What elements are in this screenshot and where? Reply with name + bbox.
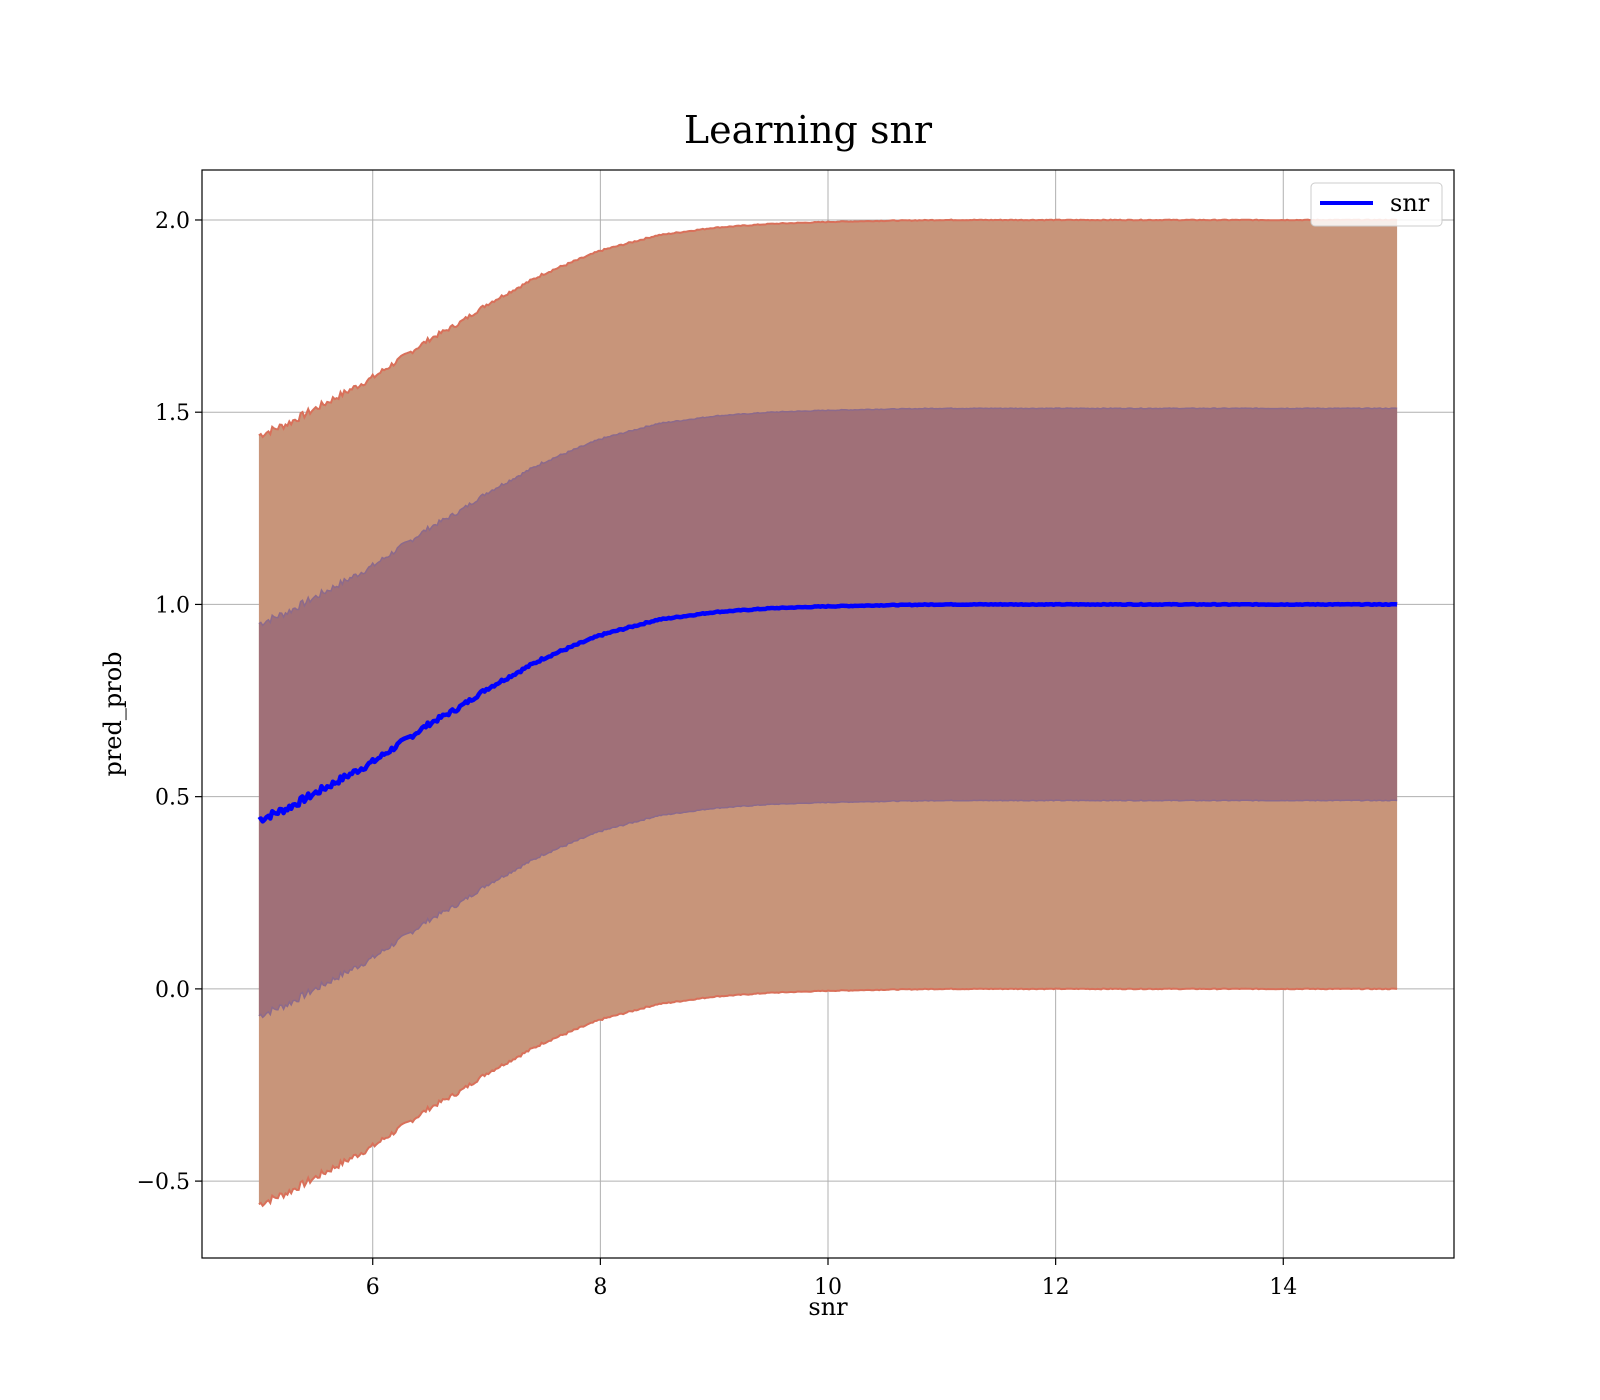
- x-tick-label-3: 12: [1042, 1275, 1070, 1300]
- y-tick-label-2: 0.5: [155, 786, 190, 811]
- x-tick-label-2: 10: [814, 1275, 842, 1300]
- series-lines: [257, 601, 1398, 824]
- series-line-snr: [257, 601, 1398, 824]
- band-inner-lower-edge: [258, 799, 1398, 1019]
- legend: snr: [1310, 182, 1443, 227]
- band-outer-upper-edge: [258, 218, 1398, 439]
- y-axis-label: pred_prob: [99, 651, 127, 776]
- y-tick-label-1: 0.0: [155, 978, 190, 1003]
- x-axis-label: snr: [808, 1293, 848, 1321]
- band-outer-lower-edge: [258, 987, 1398, 1208]
- x-tick-label-1: 8: [593, 1275, 607, 1300]
- x-tick-label-4: 14: [1269, 1275, 1297, 1300]
- band-inner: [258, 408, 1398, 1018]
- y-tick-label-4: 1.5: [155, 401, 190, 426]
- band-inner-upper-edge: [258, 407, 1398, 627]
- y-tick-label-5: 2.0: [155, 209, 190, 234]
- uncertainty-bands: [258, 218, 1398, 1208]
- legend-box: [1310, 182, 1443, 227]
- chart-title: Learning snr: [684, 108, 933, 152]
- y-tick-label-3: 1.0: [155, 593, 190, 618]
- x-tick-label-0: 6: [366, 1275, 380, 1300]
- x-axis-ticks: 6 8 10 12 14: [366, 1258, 1297, 1300]
- y-tick-label-0: −0.5: [137, 1170, 190, 1195]
- legend-label-snr: snr: [1390, 189, 1430, 217]
- y-axis-ticks: −0.5 0.0 0.5 1.0 1.5 2.0: [137, 209, 202, 1195]
